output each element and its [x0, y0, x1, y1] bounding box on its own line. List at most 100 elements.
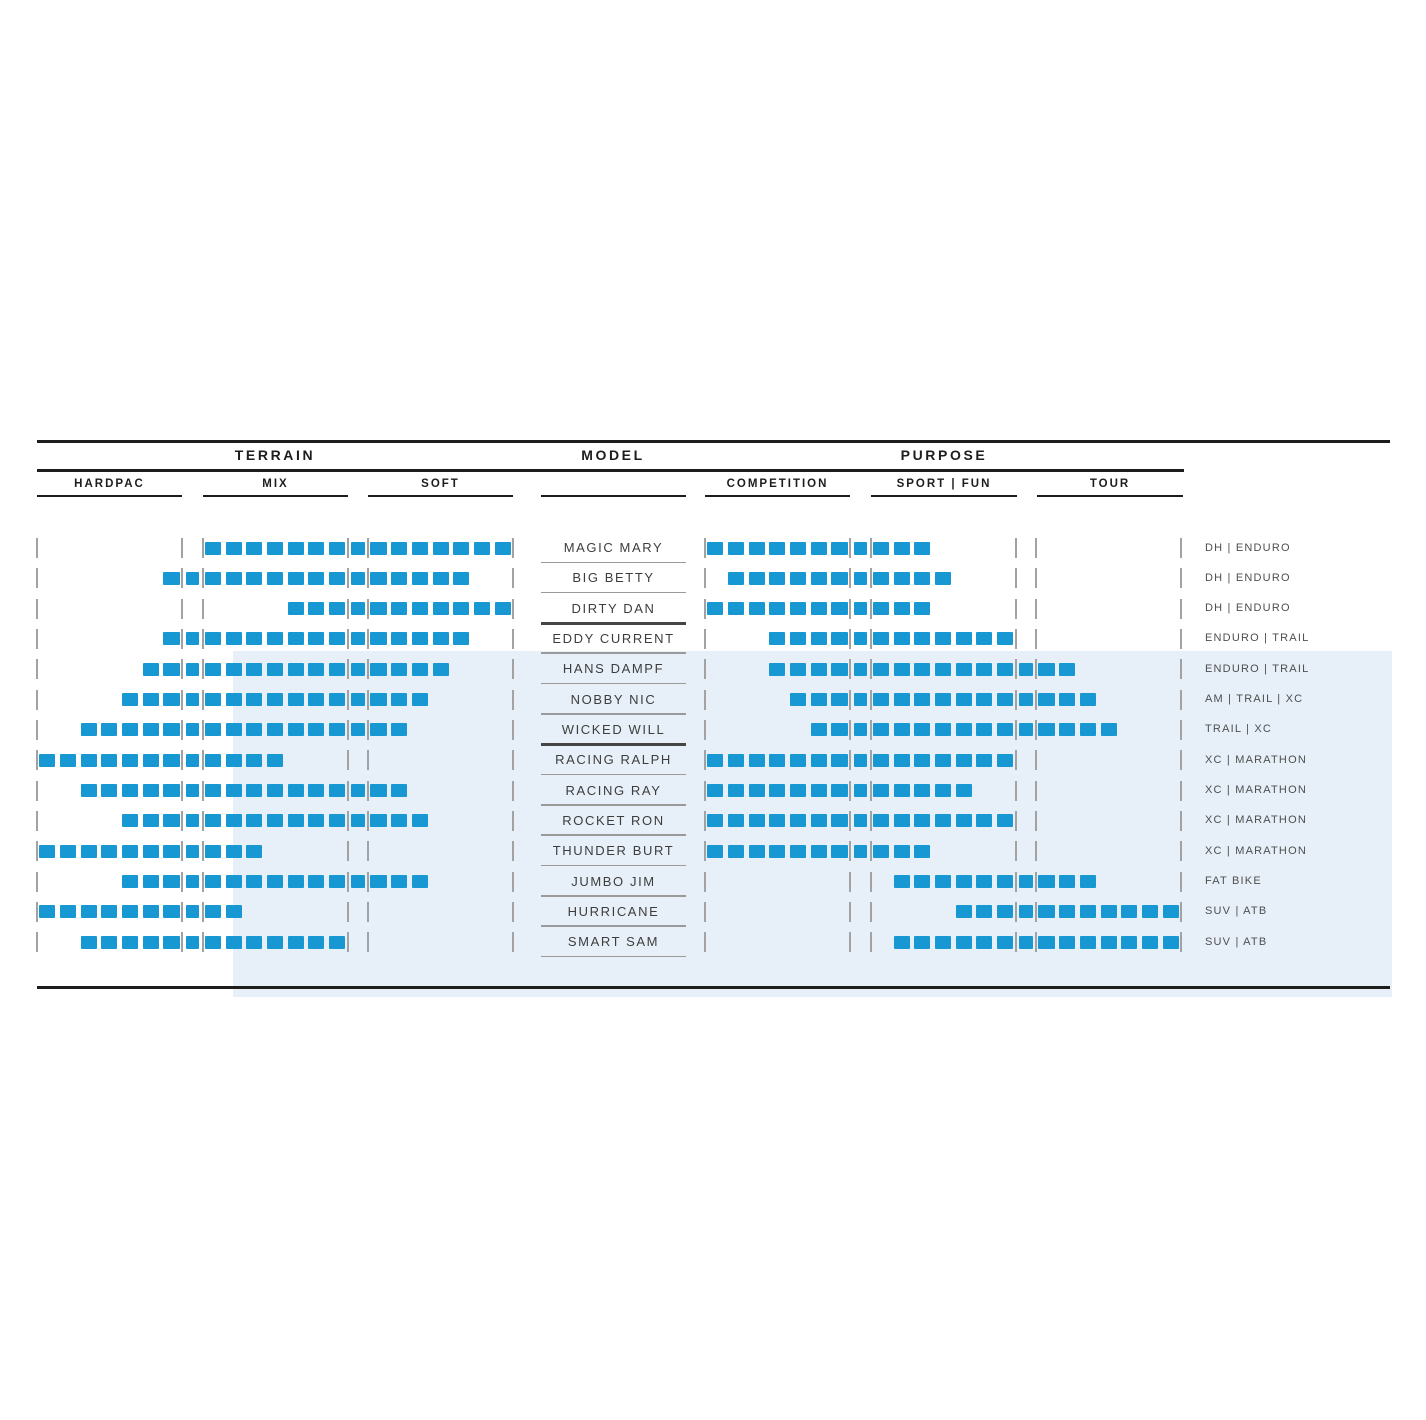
- terrain-bar-segment: [411, 632, 428, 646]
- column-tick: [704, 538, 706, 558]
- column-tick: [848, 719, 851, 740]
- terrain-bar-segment: [185, 723, 200, 737]
- column-tick: [201, 750, 204, 771]
- terrain-bar-segment: [163, 753, 180, 767]
- column-tick: [1014, 932, 1017, 953]
- terrain-bar-segment: [329, 662, 346, 676]
- terrain-bar-segment: [163, 814, 180, 828]
- column-tick: [180, 659, 183, 680]
- purpose-bar-segment: [831, 753, 848, 767]
- terrain-bar-segment: [351, 541, 365, 555]
- purpose-bar-segment: [1079, 693, 1096, 707]
- column-tick: [1014, 750, 1017, 771]
- terrain-bar-segment: [163, 784, 180, 798]
- terrain-bar-segment: [329, 784, 346, 798]
- column-tick: [346, 659, 349, 680]
- terrain-bar-segment: [329, 814, 346, 828]
- terrain-bar-segment: [80, 784, 97, 798]
- column-tick: [36, 628, 38, 649]
- purpose-bar-segment: [872, 541, 889, 555]
- purpose-bar-segment: [1121, 905, 1138, 919]
- terrain-bar-segment: [225, 723, 242, 737]
- terrain-bar-segment: [163, 662, 180, 676]
- column-tick: [346, 719, 349, 740]
- column-tick: [367, 568, 370, 589]
- terrain-bar-segment: [122, 814, 139, 828]
- terrain-bar-segment: [142, 753, 159, 767]
- terrain-bar-segment: [59, 844, 77, 858]
- terrain-bar-segment: [185, 571, 200, 585]
- purpose-bar-segment: [1141, 935, 1159, 949]
- column-tick: [512, 841, 515, 862]
- column-tick: [180, 841, 183, 862]
- column-tick: [1035, 901, 1038, 922]
- column-tick: [512, 810, 515, 831]
- purpose-bar-segment: [853, 693, 868, 707]
- purpose-bar-segment: [914, 662, 931, 676]
- terrain-bar-segment: [329, 723, 346, 737]
- purpose-bar-segment: [872, 662, 889, 676]
- terrain-bar-segment: [308, 875, 325, 889]
- column-tick: [512, 901, 515, 922]
- column-tick: [848, 780, 851, 801]
- model-label: WICKED WILL: [561, 721, 666, 737]
- use-label: SUV | ATB: [1205, 905, 1268, 918]
- purpose-bar-segment: [769, 632, 786, 646]
- column-tick: [36, 719, 38, 740]
- model-label: THUNDER BURT: [552, 843, 675, 859]
- purpose-bar-segment: [748, 784, 765, 798]
- column-tick: [367, 538, 370, 558]
- terrain-bar-segment: [101, 905, 118, 919]
- purpose-bar-segment: [976, 753, 993, 767]
- purpose-bar-segment: [810, 602, 827, 616]
- terrain-bar-segment: [391, 541, 408, 555]
- terrain-bar-segment: [370, 814, 387, 828]
- purpose-bar-segment: [955, 875, 972, 889]
- purpose-bar-segment: [893, 844, 910, 858]
- row-separator: [541, 713, 686, 715]
- column-tick: [512, 538, 515, 558]
- purpose-bar-segment: [769, 662, 786, 676]
- terrain-bar-segment: [329, 602, 346, 616]
- column-tick: [512, 628, 515, 649]
- column-tick: [201, 810, 204, 831]
- terrain-bar-segment: [308, 632, 325, 646]
- purpose-bar-segment: [810, 814, 827, 828]
- purpose-bar-segment: [727, 602, 745, 616]
- column-tick: [1014, 538, 1017, 558]
- purpose-bar-segment: [748, 602, 765, 616]
- terrain-bar-segment: [411, 541, 428, 555]
- terrain-bar-segment: [411, 662, 428, 676]
- purpose-bar-segment: [810, 662, 827, 676]
- purpose-bar-segment: [769, 784, 786, 798]
- terrain-bar-segment: [59, 905, 77, 919]
- terrain-bar-segment: [351, 571, 365, 585]
- model-label: BIG BETTY: [572, 570, 655, 586]
- terrain-bar-segment: [287, 541, 304, 555]
- column-tick: [848, 598, 851, 619]
- purpose-bar-segment: [934, 784, 952, 798]
- column-tick: [346, 689, 349, 710]
- purpose-bar-segment: [976, 875, 993, 889]
- terrain-bar-segment: [225, 875, 242, 889]
- column-tick: [1014, 871, 1017, 892]
- terrain-bar-segment: [432, 632, 449, 646]
- terrain-bar-segment: [351, 875, 365, 889]
- column-tick: [1180, 538, 1183, 558]
- column-tick: [1035, 750, 1038, 771]
- purpose-bar-segment: [997, 662, 1014, 676]
- purpose-bar-segment: [831, 784, 848, 798]
- column-tick: [346, 901, 349, 922]
- column-tick: [367, 871, 370, 892]
- column-tick: [1035, 538, 1038, 558]
- terrain-bar-segment: [142, 723, 159, 737]
- column-tick: [1035, 841, 1038, 862]
- terrain-bar-segment: [411, 571, 428, 585]
- column-tick: [367, 598, 370, 619]
- column-tick: [1014, 841, 1017, 862]
- column-tick: [1014, 568, 1017, 589]
- column-tick: [346, 750, 349, 771]
- purpose-bar-segment: [790, 602, 807, 616]
- purpose-bar-segment: [831, 571, 848, 585]
- purpose-bar-segment: [914, 814, 931, 828]
